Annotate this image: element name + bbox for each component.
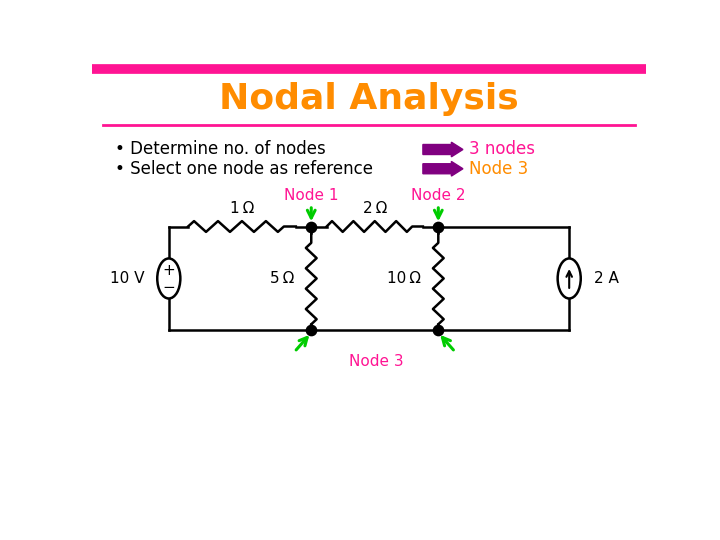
Ellipse shape: [558, 259, 581, 299]
Text: −: −: [163, 280, 175, 295]
FancyArrow shape: [423, 142, 463, 157]
Text: Node 3: Node 3: [349, 354, 404, 368]
Text: Node 3: Node 3: [469, 160, 528, 178]
Text: • Select one node as reference: • Select one node as reference: [115, 160, 373, 178]
Point: [305, 326, 317, 335]
Text: 1 Ω: 1 Ω: [230, 201, 254, 215]
Text: 2 A: 2 A: [594, 271, 618, 286]
Ellipse shape: [157, 259, 180, 299]
Text: 5 Ω: 5 Ω: [270, 271, 294, 286]
Text: • Determine no. of nodes: • Determine no. of nodes: [115, 140, 325, 159]
Text: +: +: [163, 262, 175, 278]
Text: Node 1: Node 1: [284, 188, 338, 204]
FancyArrow shape: [423, 161, 463, 176]
Point: [433, 222, 444, 231]
Text: 3 nodes: 3 nodes: [469, 140, 535, 159]
Text: Node 2: Node 2: [411, 188, 466, 204]
Text: 10 Ω: 10 Ω: [387, 271, 421, 286]
Point: [433, 326, 444, 335]
Text: 2 Ω: 2 Ω: [363, 201, 387, 215]
Text: Nodal Analysis: Nodal Analysis: [219, 83, 519, 117]
Point: [305, 222, 317, 231]
Text: 10 V: 10 V: [109, 271, 144, 286]
